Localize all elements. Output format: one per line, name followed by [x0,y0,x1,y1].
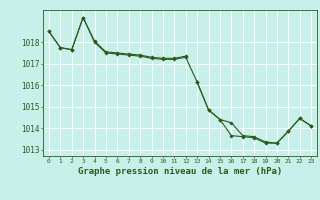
X-axis label: Graphe pression niveau de la mer (hPa): Graphe pression niveau de la mer (hPa) [78,167,282,176]
